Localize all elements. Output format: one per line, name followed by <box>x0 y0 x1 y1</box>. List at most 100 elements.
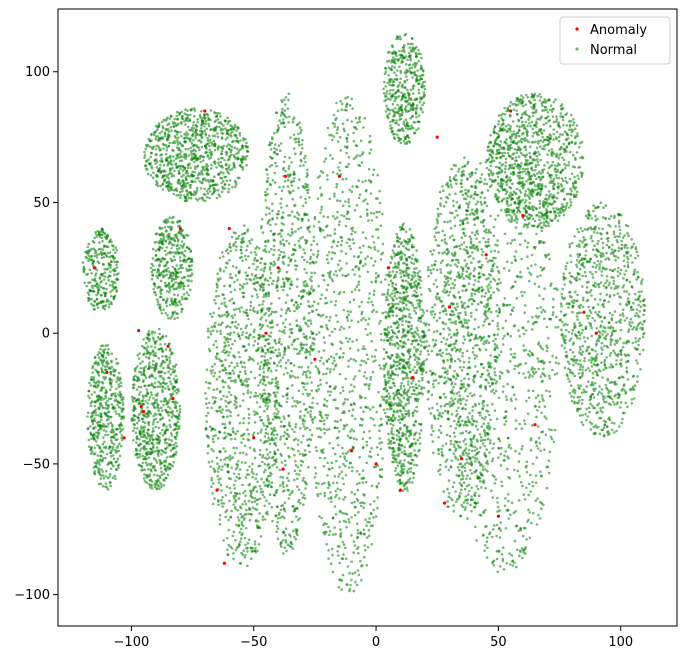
normal-point <box>365 377 368 380</box>
normal-point <box>286 392 289 395</box>
normal-point <box>175 117 179 121</box>
normal-point <box>216 172 220 176</box>
normal-point <box>109 430 112 434</box>
normal-point <box>217 157 220 161</box>
normal-point <box>218 125 221 129</box>
normal-point <box>146 345 150 349</box>
normal-point <box>292 170 296 174</box>
normal-point <box>171 303 174 306</box>
normal-point <box>132 429 135 433</box>
normal-point <box>259 317 263 321</box>
normal-point <box>291 232 294 235</box>
normal-point <box>221 187 225 190</box>
normal-point <box>342 498 345 501</box>
normal-point <box>149 452 152 456</box>
normal-point <box>100 449 103 452</box>
normal-point <box>154 354 158 358</box>
normal-point <box>160 246 164 250</box>
normal-point <box>276 354 279 358</box>
normal-point <box>346 165 349 169</box>
normal-point <box>213 190 216 193</box>
normal-point <box>115 446 119 450</box>
normal-point <box>342 553 345 556</box>
normal-point <box>169 114 173 118</box>
normal-point <box>293 376 297 379</box>
normal-point <box>233 395 237 398</box>
normal-point <box>216 272 219 276</box>
normal-point <box>252 306 256 310</box>
normal-point <box>168 455 172 458</box>
normal-point <box>135 388 139 391</box>
normal-point <box>285 400 289 404</box>
normal-point <box>210 163 213 167</box>
normal-point <box>297 132 300 136</box>
normal-point <box>352 131 355 135</box>
normal-point <box>284 463 287 467</box>
normal-point <box>224 381 227 384</box>
normal-point <box>101 356 105 359</box>
normal-point <box>247 512 251 516</box>
normal-point <box>266 453 270 456</box>
normal-point <box>189 196 193 200</box>
normal-point <box>293 535 296 539</box>
normal-point <box>106 276 110 279</box>
normal-point <box>227 390 231 394</box>
normal-point <box>325 288 329 292</box>
normal-point <box>204 151 208 154</box>
normal-point <box>197 176 200 180</box>
normal-point <box>206 192 210 195</box>
normal-point <box>154 364 157 367</box>
normal-point <box>145 388 149 391</box>
normal-point <box>353 492 357 496</box>
normal-point <box>95 431 98 434</box>
normal-point <box>252 277 256 281</box>
normal-point <box>341 511 345 515</box>
normal-point <box>169 272 172 275</box>
normal-point <box>237 271 241 275</box>
normal-point <box>244 527 248 530</box>
normal-point <box>149 447 152 451</box>
normal-point <box>301 392 305 396</box>
normal-point <box>286 279 290 283</box>
normal-point <box>170 172 173 175</box>
normal-point <box>378 437 382 440</box>
normal-point <box>162 276 165 279</box>
normal-point <box>158 436 161 439</box>
normal-point <box>132 439 135 442</box>
normal-point <box>248 334 251 338</box>
normal-point <box>284 540 288 544</box>
normal-point <box>380 468 384 471</box>
normal-point <box>342 327 346 331</box>
normal-point <box>300 366 303 369</box>
normal-point <box>182 155 186 159</box>
normal-point <box>283 125 287 129</box>
normal-point <box>241 524 245 528</box>
normal-point <box>248 242 252 245</box>
normal-point <box>171 284 175 287</box>
normal-point <box>289 362 293 365</box>
normal-point <box>172 365 175 368</box>
normal-point <box>235 307 238 311</box>
normal-point <box>270 473 273 476</box>
normal-point <box>158 332 161 336</box>
normal-point <box>283 109 287 112</box>
normal-point <box>98 463 101 467</box>
normal-point <box>281 395 285 398</box>
normal-point <box>287 121 290 124</box>
normal-point <box>265 292 268 296</box>
normal-point <box>301 496 305 499</box>
normal-point <box>240 165 243 169</box>
normal-point <box>295 319 298 322</box>
normal-point <box>215 166 218 169</box>
normal-point <box>234 432 238 436</box>
normal-point <box>235 147 239 151</box>
normal-point <box>173 117 176 121</box>
normal-point <box>194 167 197 171</box>
normal-point <box>185 291 189 295</box>
normal-point <box>136 435 139 438</box>
normal-point <box>218 522 222 526</box>
normal-point <box>131 408 135 412</box>
normal-point <box>301 217 304 221</box>
normal-point <box>186 109 189 112</box>
normal-point <box>162 269 166 273</box>
